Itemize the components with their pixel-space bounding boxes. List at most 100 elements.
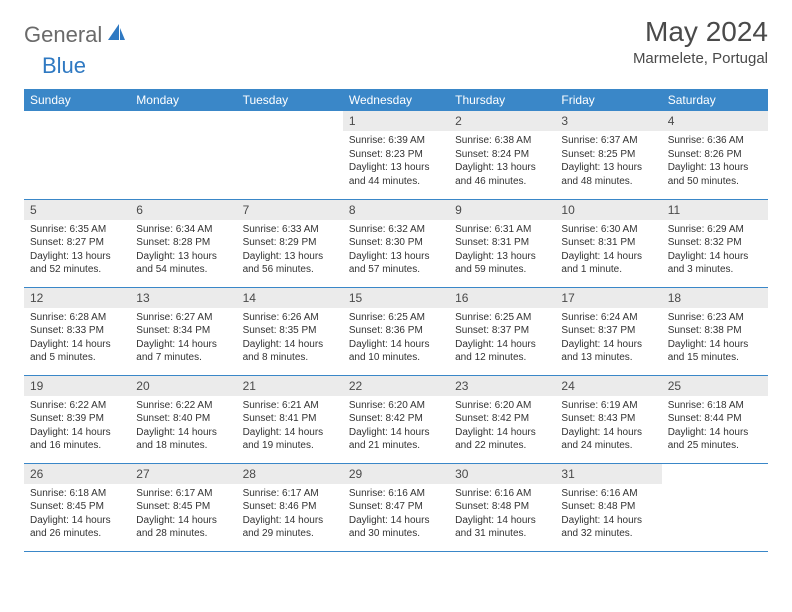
daylight-text: Daylight: 14 hours and 16 minutes.: [30, 426, 124, 453]
day-number: 6: [130, 200, 236, 220]
daylight-text: Daylight: 13 hours and 48 minutes.: [561, 161, 655, 188]
calendar-cell: 26Sunrise: 6:18 AMSunset: 8:45 PMDayligh…: [24, 463, 130, 551]
day-number: 12: [24, 288, 130, 308]
sunset-text: Sunset: 8:33 PM: [30, 324, 124, 338]
calendar-cell: 23Sunrise: 6:20 AMSunset: 8:42 PMDayligh…: [449, 375, 555, 463]
calendar-cell: 27Sunrise: 6:17 AMSunset: 8:45 PMDayligh…: [130, 463, 236, 551]
daylight-text: Daylight: 14 hours and 28 minutes.: [136, 514, 230, 541]
calendar-cell: [24, 111, 130, 199]
day-number: 18: [662, 288, 768, 308]
day-number: 14: [237, 288, 343, 308]
sunrise-text: Sunrise: 6:39 AM: [349, 134, 443, 148]
sunrise-text: Sunrise: 6:29 AM: [668, 223, 762, 237]
sunset-text: Sunset: 8:48 PM: [455, 500, 549, 514]
calendar-cell: 4Sunrise: 6:36 AMSunset: 8:26 PMDaylight…: [662, 111, 768, 199]
day-details: Sunrise: 6:35 AMSunset: 8:27 PMDaylight:…: [24, 220, 130, 283]
day-details: Sunrise: 6:39 AMSunset: 8:23 PMDaylight:…: [343, 131, 449, 194]
calendar-cell: 31Sunrise: 6:16 AMSunset: 8:48 PMDayligh…: [555, 463, 661, 551]
daylight-text: Daylight: 14 hours and 26 minutes.: [30, 514, 124, 541]
day-number: [662, 464, 768, 484]
weekday-header: Tuesday: [237, 89, 343, 111]
daylight-text: Daylight: 14 hours and 22 minutes.: [455, 426, 549, 453]
day-details: Sunrise: 6:36 AMSunset: 8:26 PMDaylight:…: [662, 131, 768, 194]
sunrise-text: Sunrise: 6:36 AM: [668, 134, 762, 148]
calendar-cell: 19Sunrise: 6:22 AMSunset: 8:39 PMDayligh…: [24, 375, 130, 463]
day-number: 3: [555, 111, 661, 131]
calendar-cell: 8Sunrise: 6:32 AMSunset: 8:30 PMDaylight…: [343, 199, 449, 287]
daylight-text: Daylight: 13 hours and 50 minutes.: [668, 161, 762, 188]
sunrise-text: Sunrise: 6:27 AM: [136, 311, 230, 325]
sunset-text: Sunset: 8:38 PM: [668, 324, 762, 338]
day-details: Sunrise: 6:37 AMSunset: 8:25 PMDaylight:…: [555, 131, 661, 194]
calendar-cell: 25Sunrise: 6:18 AMSunset: 8:44 PMDayligh…: [662, 375, 768, 463]
day-details: Sunrise: 6:28 AMSunset: 8:33 PMDaylight:…: [24, 308, 130, 371]
calendar-cell: 6Sunrise: 6:34 AMSunset: 8:28 PMDaylight…: [130, 199, 236, 287]
daylight-text: Daylight: 14 hours and 12 minutes.: [455, 338, 549, 365]
weekday-header: Friday: [555, 89, 661, 111]
day-details: [130, 131, 236, 140]
calendar-cell: 3Sunrise: 6:37 AMSunset: 8:25 PMDaylight…: [555, 111, 661, 199]
sunset-text: Sunset: 8:46 PM: [243, 500, 337, 514]
day-details: Sunrise: 6:38 AMSunset: 8:24 PMDaylight:…: [449, 131, 555, 194]
calendar-cell: 22Sunrise: 6:20 AMSunset: 8:42 PMDayligh…: [343, 375, 449, 463]
calendar-cell: 2Sunrise: 6:38 AMSunset: 8:24 PMDaylight…: [449, 111, 555, 199]
calendar-cell: 1Sunrise: 6:39 AMSunset: 8:23 PMDaylight…: [343, 111, 449, 199]
sunrise-text: Sunrise: 6:17 AM: [243, 487, 337, 501]
weekday-header-row: Sunday Monday Tuesday Wednesday Thursday…: [24, 89, 768, 111]
sunset-text: Sunset: 8:47 PM: [349, 500, 443, 514]
title-month: May 2024: [633, 16, 768, 48]
day-number: 21: [237, 376, 343, 396]
daylight-text: Daylight: 14 hours and 25 minutes.: [668, 426, 762, 453]
calendar-week-row: 1Sunrise: 6:39 AMSunset: 8:23 PMDaylight…: [24, 111, 768, 199]
sunrise-text: Sunrise: 6:22 AM: [30, 399, 124, 413]
sunset-text: Sunset: 8:36 PM: [349, 324, 443, 338]
sunset-text: Sunset: 8:48 PM: [561, 500, 655, 514]
sunrise-text: Sunrise: 6:33 AM: [243, 223, 337, 237]
sunset-text: Sunset: 8:42 PM: [455, 412, 549, 426]
sunset-text: Sunset: 8:41 PM: [243, 412, 337, 426]
sunrise-text: Sunrise: 6:16 AM: [455, 487, 549, 501]
day-details: Sunrise: 6:33 AMSunset: 8:29 PMDaylight:…: [237, 220, 343, 283]
sunset-text: Sunset: 8:23 PM: [349, 148, 443, 162]
day-details: Sunrise: 6:16 AMSunset: 8:48 PMDaylight:…: [449, 484, 555, 547]
day-number: 9: [449, 200, 555, 220]
daylight-text: Daylight: 14 hours and 7 minutes.: [136, 338, 230, 365]
day-details: Sunrise: 6:16 AMSunset: 8:48 PMDaylight:…: [555, 484, 661, 547]
day-details: Sunrise: 6:17 AMSunset: 8:46 PMDaylight:…: [237, 484, 343, 547]
daylight-text: Daylight: 14 hours and 24 minutes.: [561, 426, 655, 453]
daylight-text: Daylight: 14 hours and 10 minutes.: [349, 338, 443, 365]
sunset-text: Sunset: 8:45 PM: [30, 500, 124, 514]
day-details: Sunrise: 6:25 AMSunset: 8:37 PMDaylight:…: [449, 308, 555, 371]
calendar-cell: 10Sunrise: 6:30 AMSunset: 8:31 PMDayligh…: [555, 199, 661, 287]
sunrise-text: Sunrise: 6:35 AM: [30, 223, 124, 237]
day-number: 20: [130, 376, 236, 396]
daylight-text: Daylight: 13 hours and 54 minutes.: [136, 250, 230, 277]
day-details: Sunrise: 6:18 AMSunset: 8:44 PMDaylight:…: [662, 396, 768, 459]
sunset-text: Sunset: 8:42 PM: [349, 412, 443, 426]
day-details: Sunrise: 6:34 AMSunset: 8:28 PMDaylight:…: [130, 220, 236, 283]
day-number: 5: [24, 200, 130, 220]
day-number: 15: [343, 288, 449, 308]
weekday-header: Saturday: [662, 89, 768, 111]
day-details: [24, 131, 130, 140]
sunrise-text: Sunrise: 6:20 AM: [455, 399, 549, 413]
daylight-text: Daylight: 13 hours and 52 minutes.: [30, 250, 124, 277]
sunrise-text: Sunrise: 6:18 AM: [668, 399, 762, 413]
sunrise-text: Sunrise: 6:28 AM: [30, 311, 124, 325]
day-details: Sunrise: 6:17 AMSunset: 8:45 PMDaylight:…: [130, 484, 236, 547]
sunrise-text: Sunrise: 6:16 AM: [561, 487, 655, 501]
sunrise-text: Sunrise: 6:32 AM: [349, 223, 443, 237]
day-details: Sunrise: 6:25 AMSunset: 8:36 PMDaylight:…: [343, 308, 449, 371]
day-number: [237, 111, 343, 131]
calendar-cell: 21Sunrise: 6:21 AMSunset: 8:41 PMDayligh…: [237, 375, 343, 463]
daylight-text: Daylight: 13 hours and 56 minutes.: [243, 250, 337, 277]
sunset-text: Sunset: 8:40 PM: [136, 412, 230, 426]
day-number: 25: [662, 376, 768, 396]
calendar-cell: 9Sunrise: 6:31 AMSunset: 8:31 PMDaylight…: [449, 199, 555, 287]
day-number: 16: [449, 288, 555, 308]
day-details: Sunrise: 6:22 AMSunset: 8:39 PMDaylight:…: [24, 396, 130, 459]
sunset-text: Sunset: 8:45 PM: [136, 500, 230, 514]
daylight-text: Daylight: 14 hours and 13 minutes.: [561, 338, 655, 365]
logo: General: [24, 22, 128, 48]
sunrise-text: Sunrise: 6:22 AM: [136, 399, 230, 413]
